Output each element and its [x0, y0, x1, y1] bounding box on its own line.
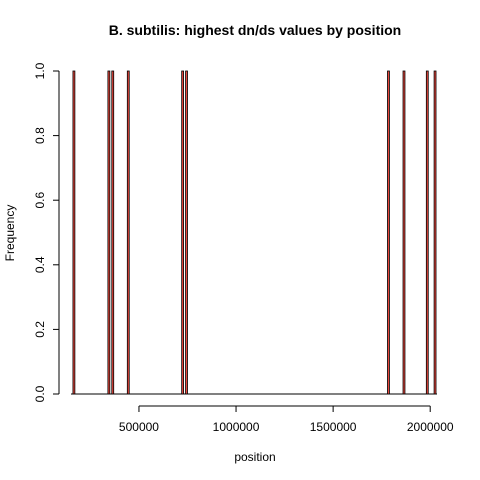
bars-group: [71, 70, 437, 395]
y-tick-label: 0.8: [33, 127, 47, 144]
x-tick-label: 1000000: [213, 420, 260, 434]
histogram-bar: [387, 70, 390, 395]
histogram-bar: [126, 70, 130, 395]
histogram-bar: [181, 70, 185, 395]
histogram-bar: [72, 70, 76, 395]
x-axis: 500000 1000000 1500000 2000000: [119, 405, 454, 434]
x-axis-label: position: [234, 450, 275, 464]
histogram-bar: [433, 70, 437, 395]
x-tick-label: 1500000: [310, 420, 357, 434]
chart-title: B. subtilis: highest dn/ds values by pos…: [109, 22, 401, 38]
histogram-bar: [425, 70, 429, 395]
x-tick-label: 500000: [119, 420, 159, 434]
y-tick-label: 0.6: [33, 192, 47, 209]
y-tick-label: 0.4: [33, 256, 47, 273]
y-axis: 0.0 0.2 0.4 0.6 0.8 1.0: [33, 62, 60, 402]
histogram-bar: [402, 70, 406, 395]
histogram-bar: [111, 70, 115, 395]
y-axis-label: Frequency: [3, 205, 17, 262]
histogram-bar: [185, 70, 188, 395]
histogram-bar: [107, 70, 111, 395]
y-tick-label: 1.0: [33, 62, 47, 79]
y-tick-label: 0.0: [33, 385, 47, 402]
y-tick-label: 0.2: [33, 321, 47, 338]
x-tick-label: 2000000: [407, 420, 454, 434]
